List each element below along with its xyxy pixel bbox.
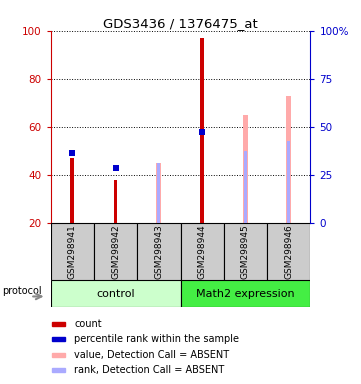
Text: GSM298942: GSM298942: [111, 224, 120, 279]
Text: percentile rank within the sample: percentile rank within the sample: [74, 334, 239, 344]
Text: rank, Detection Call = ABSENT: rank, Detection Call = ABSENT: [74, 365, 225, 375]
Bar: [156, 163, 161, 223]
Bar: [94, 223, 137, 280]
Bar: [200, 38, 204, 223]
Bar: [267, 223, 310, 280]
Text: Math2 expression: Math2 expression: [196, 289, 295, 299]
Text: GSM298943: GSM298943: [155, 224, 163, 279]
Bar: [157, 163, 160, 223]
Bar: [52, 322, 65, 326]
Text: value, Detection Call = ABSENT: value, Detection Call = ABSENT: [74, 349, 229, 359]
Text: control: control: [96, 289, 135, 299]
Bar: [137, 223, 180, 280]
Bar: [286, 96, 291, 223]
Bar: [287, 141, 290, 223]
Bar: [180, 223, 224, 280]
Bar: [51, 280, 180, 307]
Bar: [243, 115, 248, 223]
Title: GDS3436 / 1376475_at: GDS3436 / 1376475_at: [103, 17, 258, 30]
Text: GSM298945: GSM298945: [241, 224, 250, 279]
Bar: [180, 280, 310, 307]
Bar: [70, 158, 74, 223]
Bar: [224, 223, 267, 280]
Bar: [52, 368, 65, 372]
Text: GSM298946: GSM298946: [284, 224, 293, 279]
Bar: [244, 151, 247, 223]
Bar: [52, 353, 65, 357]
Text: GSM298944: GSM298944: [198, 224, 206, 279]
Bar: [51, 223, 94, 280]
Text: GSM298941: GSM298941: [68, 224, 77, 279]
Bar: [114, 180, 117, 223]
Text: count: count: [74, 319, 102, 329]
Bar: [52, 337, 65, 341]
Text: protocol: protocol: [3, 286, 42, 296]
